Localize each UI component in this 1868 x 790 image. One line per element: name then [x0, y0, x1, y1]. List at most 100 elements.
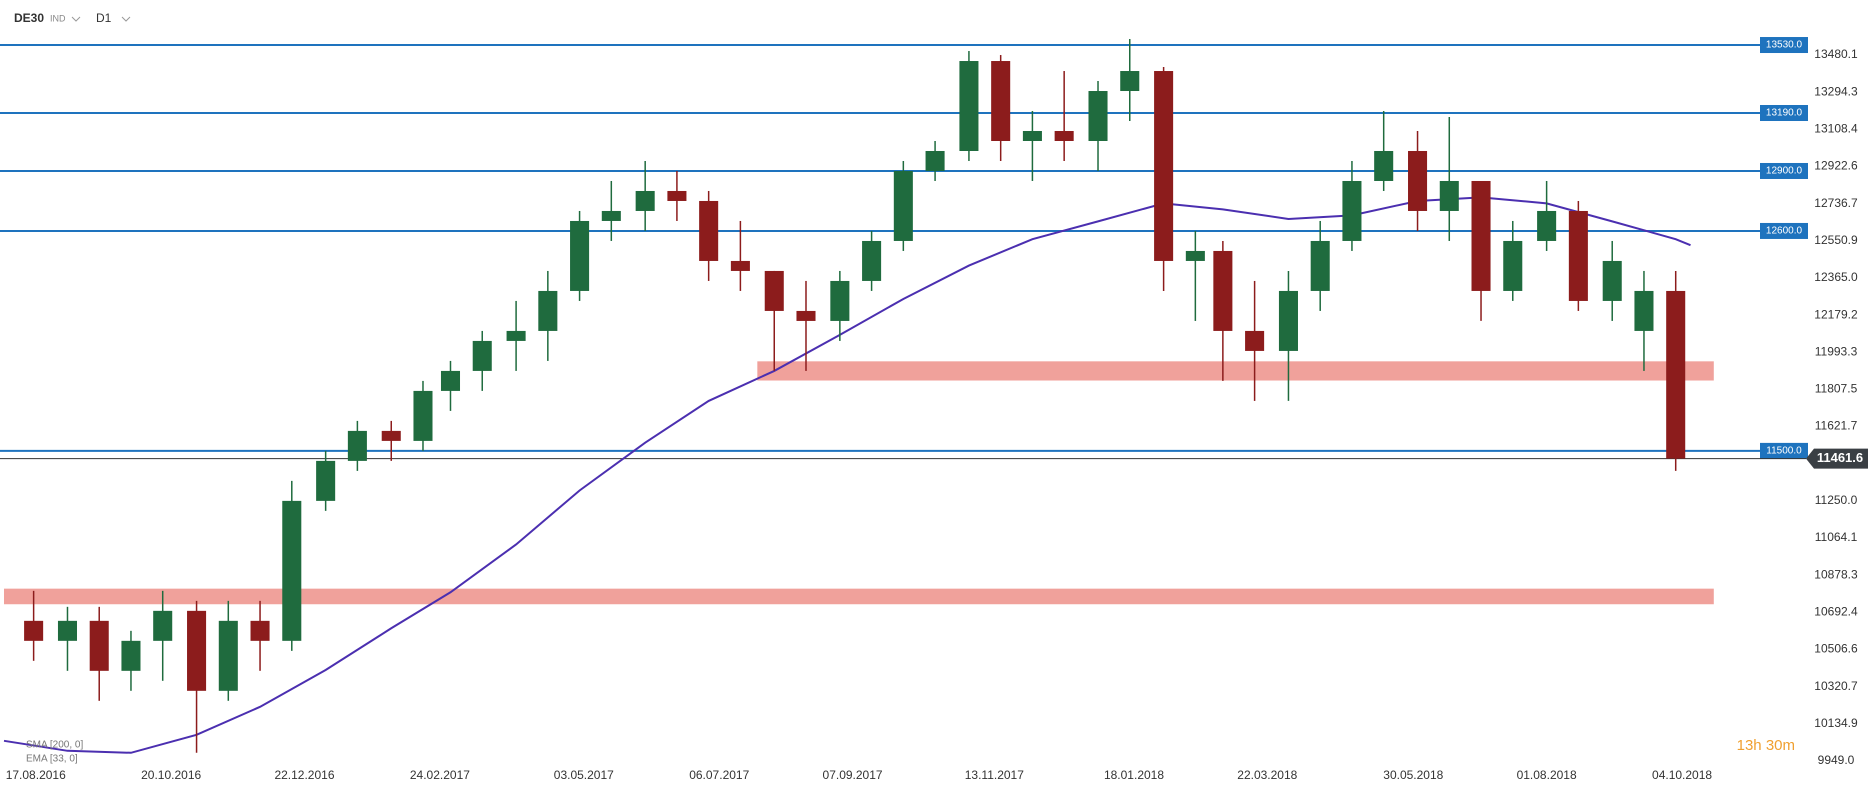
x-tick-label: 01.08.2018	[1517, 768, 1577, 782]
candle-body	[282, 500, 302, 641]
candle-body	[1185, 250, 1205, 261]
level-label: 12600.0	[1766, 226, 1803, 237]
candle-body	[1120, 71, 1140, 92]
candle-body	[1022, 130, 1042, 141]
candle-body	[1602, 260, 1622, 301]
dropdown-icon[interactable]	[121, 16, 131, 22]
x-tick-label: 22.12.2016	[274, 768, 334, 782]
candle-body	[1342, 180, 1362, 241]
candle-body	[1278, 290, 1298, 351]
candle-body	[764, 270, 784, 311]
candle-body	[1054, 130, 1074, 141]
indicator-label: SMA [200, 0]	[26, 740, 83, 751]
candle-body	[570, 220, 590, 291]
y-tick-label: 10134.9	[1814, 716, 1858, 730]
y-tick-label: 12365.0	[1814, 270, 1858, 284]
y-tick-label: 11993.3	[1815, 344, 1858, 358]
candle-body	[991, 61, 1011, 141]
candle-body	[1634, 290, 1654, 331]
level-label: 11500.0	[1766, 446, 1802, 457]
candle-body	[153, 610, 173, 641]
x-tick-label: 07.09.2017	[823, 768, 883, 782]
candle-body	[796, 310, 816, 321]
y-tick-label: 10320.7	[1814, 679, 1858, 693]
symbol[interactable]: DE30	[14, 11, 44, 25]
market: IND	[50, 13, 66, 23]
candle-body	[506, 330, 526, 341]
dropdown-icon[interactable]	[71, 16, 81, 22]
candle-body	[830, 280, 850, 321]
level-label-box	[1760, 105, 1808, 122]
y-tick-label: 13108.4	[1814, 121, 1858, 135]
candle-body	[1374, 150, 1394, 181]
y-tick-label: 13294.3	[1814, 84, 1858, 98]
y-tick-label: 10878.3	[1814, 567, 1858, 581]
candle-body	[699, 200, 719, 261]
level-label: 13530.0	[1766, 40, 1803, 51]
y-tick-label: 11621.7	[1815, 419, 1858, 433]
y-tick-label: 11807.5	[1815, 382, 1858, 396]
candle-body	[959, 61, 979, 151]
level-label-box	[1760, 162, 1808, 179]
y-tick-label: 12179.2	[1814, 307, 1858, 321]
x-tick-label: 17.08.2016	[6, 768, 66, 782]
candle-body	[635, 190, 655, 211]
y-tick-label: 11250.0	[1815, 493, 1858, 507]
y-tick-label: 11064.1	[1815, 530, 1858, 544]
last-price-label: 11461.6	[1817, 450, 1863, 465]
y-tick-label: 10506.6	[1814, 642, 1858, 656]
candle-body	[440, 370, 461, 391]
sma-line	[3, 196, 1691, 754]
level-label-box	[1760, 442, 1808, 459]
level-label: 13190.0	[1766, 108, 1803, 119]
candle-body	[1154, 71, 1174, 261]
candle-body	[381, 430, 401, 441]
level-label: 12900.0	[1766, 166, 1803, 177]
candle-body	[538, 290, 558, 331]
y-tick-label: 10692.4	[1814, 605, 1858, 619]
candle-body	[413, 390, 433, 441]
x-tick-label: 30.05.2018	[1383, 768, 1443, 782]
candle-body	[89, 620, 109, 671]
candle-body	[1213, 250, 1233, 331]
zone	[4, 588, 1714, 605]
y-tick-label: 12922.6	[1814, 159, 1858, 173]
candle-body	[1568, 210, 1588, 301]
x-tick-label: 24.02.2017	[410, 768, 470, 782]
candle-body	[57, 620, 78, 641]
candle-body	[667, 190, 687, 201]
candle-body	[1503, 240, 1523, 291]
candle-body	[250, 620, 270, 641]
candle-body	[187, 610, 207, 691]
x-tick-label: 13.11.2017	[965, 768, 1024, 782]
x-tick-label: 22.03.2018	[1237, 768, 1297, 782]
candle-body	[121, 640, 141, 671]
y-tick-label: 9949.0	[1818, 753, 1855, 767]
candle-body	[1245, 330, 1265, 351]
indicator-label: EMA [33, 0]	[26, 754, 78, 765]
last-price-box	[1806, 448, 1868, 469]
x-tick-label: 18.01.2018	[1104, 768, 1164, 782]
x-tick-label: 04.10.2018	[1652, 768, 1712, 782]
candle-body	[730, 260, 750, 271]
candle-body	[218, 620, 238, 691]
candle-body	[1408, 150, 1428, 211]
y-tick-label: 13480.1	[1814, 47, 1858, 61]
candle-body	[1666, 290, 1686, 459]
candle-body	[1537, 210, 1557, 241]
countdown: 13h 30m	[1737, 737, 1795, 754]
level-label-box	[1760, 222, 1808, 239]
zone	[757, 361, 1714, 381]
candle-body	[1310, 240, 1330, 291]
candle-body	[1088, 91, 1108, 141]
candle-body	[893, 170, 913, 241]
candle-body	[347, 430, 367, 461]
candle-body	[862, 240, 882, 281]
x-tick-label: 03.05.2017	[554, 768, 614, 782]
y-tick-label: 12550.9	[1814, 233, 1858, 247]
candle-body	[316, 460, 336, 501]
interval[interactable]: D1	[96, 11, 112, 25]
candle-body	[1471, 180, 1491, 291]
candle-body	[925, 150, 945, 171]
